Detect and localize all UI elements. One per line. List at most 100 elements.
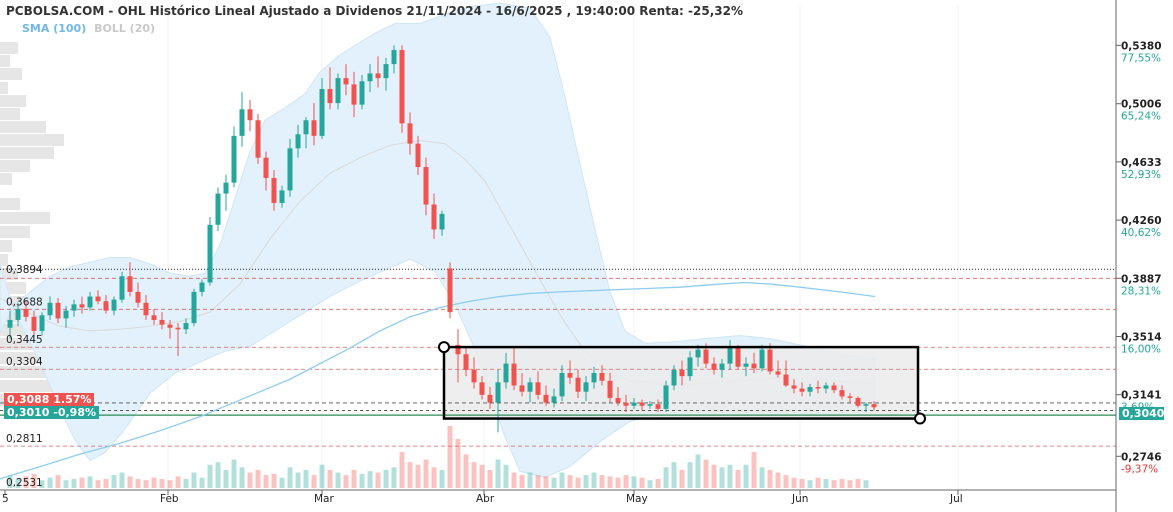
legend-sma[interactable]: SMA (100) — [22, 22, 87, 35]
candle-body — [767, 349, 773, 372]
candle-body — [15, 309, 21, 320]
volume-bar — [607, 476, 613, 488]
volume-bar — [279, 477, 285, 488]
candle-body — [439, 213, 445, 230]
volume-bar — [839, 478, 845, 488]
volume-bar — [127, 476, 133, 488]
candle-body — [735, 346, 741, 367]
volume-bar — [111, 475, 117, 488]
volume-bar — [63, 480, 69, 488]
volume-bar — [327, 469, 333, 488]
volume-bar — [823, 478, 829, 488]
candle-body — [447, 268, 453, 313]
candle-body — [703, 349, 709, 364]
candle-body — [335, 78, 341, 104]
candle-body — [759, 349, 765, 369]
right-axis-pct-label: 77,55% — [1121, 52, 1161, 64]
volume-bar — [743, 464, 749, 488]
candle-body — [135, 291, 141, 303]
profile-bar — [0, 240, 12, 252]
left-level-labels: 0,3894 0,3688 0,3445 0,3304 0,2811 0,2531 — [6, 264, 43, 489]
range-box[interactable] — [444, 347, 918, 419]
right-axis-pct-label: 28,31% — [1121, 285, 1161, 297]
candle-body — [55, 302, 61, 319]
left-level-label: 0,3894 — [6, 264, 43, 276]
candle-body — [343, 78, 349, 85]
indicator-legend[interactable]: SMA (100) BOLL (20) — [22, 22, 155, 35]
volume-bar — [351, 469, 357, 488]
profile-bar — [0, 95, 26, 107]
sma-line — [0, 281, 876, 480]
candle-body — [695, 349, 701, 358]
candle-body — [679, 369, 685, 377]
candle-body — [823, 385, 829, 389]
candle-body — [103, 301, 109, 311]
candle-body — [527, 382, 533, 392]
volume-bar — [463, 454, 469, 488]
volume-bars — [7, 426, 869, 488]
candle-body — [79, 304, 85, 308]
x-axis-label: May — [626, 493, 648, 505]
candle-body — [159, 319, 165, 325]
volume-bar — [751, 451, 757, 488]
volume-bar — [679, 469, 685, 488]
profile-bar — [0, 268, 18, 280]
candle-body — [367, 73, 373, 82]
volume-bar — [15, 478, 21, 488]
candle-body — [407, 123, 413, 144]
candle-body — [607, 380, 613, 398]
volume-bar — [727, 464, 733, 488]
volume-bar — [559, 472, 565, 488]
candle-body — [455, 344, 461, 355]
volume-bar — [711, 464, 717, 488]
candle-body — [551, 396, 557, 403]
volume-bar — [391, 467, 397, 488]
volume-bar — [527, 472, 533, 488]
candle-body — [807, 387, 813, 392]
candle-body — [231, 135, 237, 183]
volume-bar — [287, 467, 293, 488]
volume-bar — [591, 472, 597, 488]
last-price-tag: 0,3040 — [1119, 407, 1164, 420]
profile-bar — [0, 121, 46, 133]
volume-bar — [495, 459, 501, 488]
volume-bar — [815, 477, 821, 488]
candle-body — [415, 143, 421, 168]
volume-bar — [783, 475, 789, 488]
volume-bar — [735, 469, 741, 488]
volume-bar — [623, 475, 629, 488]
candle-body — [119, 276, 125, 300]
candle-body — [775, 371, 781, 375]
candle-body — [647, 404, 653, 406]
candle-body — [671, 369, 677, 386]
candle-body — [87, 296, 93, 308]
candle-body — [31, 316, 37, 331]
volume-bar — [487, 469, 493, 488]
candle-body — [831, 385, 837, 391]
candle-body — [327, 89, 333, 104]
volume-bar — [95, 480, 101, 488]
candle-body — [863, 404, 869, 406]
volume-bar — [247, 472, 253, 488]
volume-bar — [439, 469, 445, 488]
candle-body — [815, 387, 821, 389]
right-axis-pct-label: 16,00% — [1121, 343, 1161, 355]
volume-bar — [215, 462, 221, 488]
volume-bar — [175, 476, 181, 488]
candle-body — [495, 382, 501, 403]
volume-bar — [311, 475, 317, 488]
profile-bar — [0, 68, 22, 80]
candle-body — [39, 315, 45, 331]
candle-body — [303, 120, 309, 135]
volume-bar — [647, 480, 653, 488]
range-box-border — [442, 345, 920, 420]
candle-body — [383, 64, 389, 79]
volume-bar — [687, 462, 693, 488]
volume-bar — [759, 467, 765, 488]
volume-bar — [567, 475, 573, 488]
volume-bar — [695, 454, 701, 488]
volume-bar — [543, 476, 549, 488]
legend-boll[interactable]: BOLL (20) — [94, 22, 156, 35]
range-box-outline[interactable] — [438, 341, 926, 425]
right-axis-price-label: 0,3141 — [1121, 390, 1162, 402]
